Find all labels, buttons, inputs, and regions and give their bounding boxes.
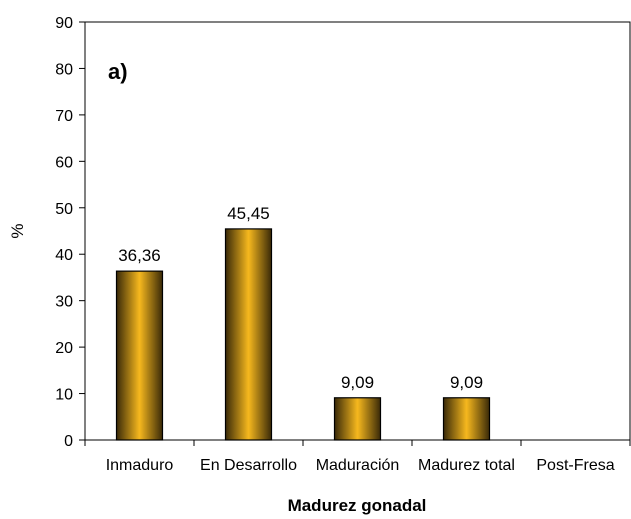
category-label: Maduración [316, 457, 400, 474]
data-label: 9,09 [341, 373, 374, 392]
y-tick-label: 10 [55, 387, 73, 404]
category-label: Inmaduro [106, 457, 174, 474]
category-label: En Desarrollo [200, 457, 297, 474]
bar-maduraci-n [333, 397, 382, 441]
panel-label: a) [108, 59, 128, 84]
y-tick-label: 50 [55, 201, 73, 218]
data-label: 9,09 [450, 373, 483, 392]
data-labels: 36,36 45,45 9,09 9,09 [118, 204, 483, 392]
data-label: 36,36 [118, 246, 161, 265]
x-axis-ticks [84, 440, 631, 446]
y-axis-ticks: 0 10 20 30 40 50 60 70 80 90 [55, 15, 85, 450]
bars [115, 228, 491, 441]
y-tick-label: 70 [55, 108, 73, 125]
category-label: Madurez total [418, 457, 515, 474]
category-label: Post-Fresa [536, 457, 614, 474]
y-axis-label: % [8, 223, 27, 238]
bar-en-desarrollo [224, 228, 273, 441]
y-tick-label: 40 [55, 247, 73, 264]
category-labels: Inmaduro En Desarrollo Maduración Madurez t… [106, 457, 615, 474]
y-tick-label: 90 [55, 15, 73, 32]
y-tick-label: 80 [55, 61, 73, 78]
data-label: 45,45 [227, 204, 270, 223]
bar-madurez-total [442, 397, 491, 441]
bar-inmaduro [115, 270, 164, 441]
y-tick-label: 30 [55, 294, 73, 311]
x-axis-label: Madurez gonadal [288, 496, 427, 515]
y-tick-label: 0 [64, 433, 73, 450]
y-tick-label: 60 [55, 154, 73, 171]
y-tick-label: 20 [55, 340, 73, 357]
